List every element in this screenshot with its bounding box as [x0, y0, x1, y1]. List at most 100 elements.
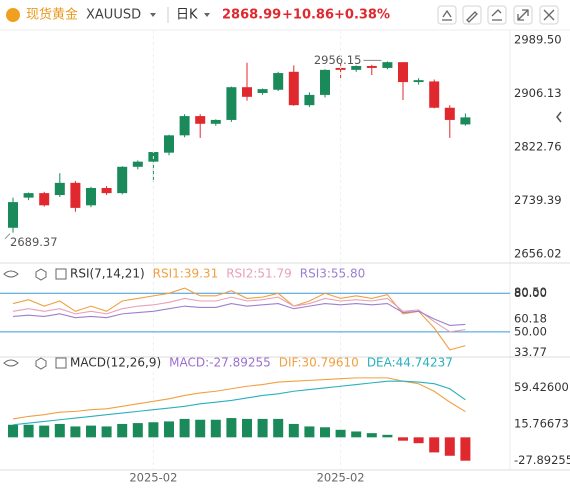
macd-bar: [86, 425, 96, 438]
macd-bar: [132, 423, 143, 438]
candle-body: [226, 87, 237, 120]
candle-body: [117, 166, 128, 194]
price-change: +10.86: [282, 8, 334, 23]
eye-icon: [3, 270, 19, 278]
low-label: 2689.37: [10, 235, 58, 249]
tool-button[interactable]: [462, 5, 482, 25]
y-tick-label: 2989.50: [514, 33, 562, 47]
y-tick-label: 2822.76: [514, 140, 562, 154]
candle-body: [164, 135, 174, 153]
y-tick-label: 59.42600: [514, 380, 569, 394]
tool-icon: [466, 11, 478, 23]
macd-bar: [8, 424, 18, 438]
y-tick-label: 60.18: [514, 311, 547, 325]
macd-bar: [54, 423, 65, 438]
macd-bar: [210, 419, 221, 438]
indicator-line: [12, 296, 466, 333]
tool-icon: [491, 9, 502, 21]
legend-entry: RSI2:51.79: [226, 267, 292, 281]
macd-bar: [444, 437, 455, 456]
legend-entry: RSI3:55.80: [300, 267, 366, 281]
macd-bar: [164, 421, 174, 438]
candle-body: [23, 193, 34, 198]
candle-body: [39, 193, 50, 206]
toggle-icon: [55, 357, 67, 369]
candle-body: [54, 182, 65, 196]
macd-bar: [460, 437, 471, 461]
price-change-pct: +0.38%: [334, 8, 390, 23]
x-tick-label: 2025-02: [317, 471, 365, 485]
macd-bar: [226, 418, 237, 438]
macd-bar: [273, 418, 284, 438]
symbol[interactable]: XAUUSD: [86, 8, 141, 23]
collapse-arrow[interactable]: [556, 111, 562, 123]
macd-bar: [257, 418, 268, 438]
tool-button[interactable]: [539, 5, 559, 25]
candle-body: [366, 66, 377, 68]
candle-body: [444, 107, 455, 120]
settings-icon: [35, 357, 47, 370]
y-tick-label: 15.76673: [514, 417, 569, 431]
candle-body: [242, 87, 252, 97]
y-tick-label: 33.77: [514, 345, 547, 359]
y-tick-label: -27.89255: [514, 453, 570, 467]
indicator-line: [12, 303, 466, 326]
candle-body: [86, 187, 96, 206]
macd-bar: [382, 434, 393, 438]
macd-bar: [179, 418, 190, 438]
candle-body: [273, 73, 284, 90]
candle-body: [304, 94, 315, 106]
legend-entry: DIF:30.79610: [279, 356, 359, 370]
y-tick-label: 80.50: [514, 285, 547, 299]
tool-icon: [517, 9, 529, 21]
instrument-name: 现货黄金: [26, 7, 78, 23]
candle-body: [382, 62, 393, 68]
low-pointer: [4, 233, 11, 240]
macd-bar: [39, 425, 50, 438]
candle-body: [288, 71, 299, 106]
macd-bar: [398, 437, 408, 441]
last-price: 2868.99: [222, 8, 281, 23]
macd-bar: [148, 422, 159, 438]
macd-bar: [304, 426, 315, 438]
symbol-dropdown[interactable]: [150, 13, 156, 17]
x-tick-label: 2025-02: [129, 471, 177, 485]
macd-bar: [335, 429, 346, 438]
y-tick-label: 2656.02: [514, 247, 562, 261]
candle-body: [257, 89, 268, 93]
candle-body: [132, 161, 143, 167]
legend-entry: DEA:44.74237: [367, 356, 453, 370]
candle-body: [398, 62, 408, 83]
indicator-title: MACD(12,26,9): [70, 356, 161, 370]
candle-body: [429, 81, 440, 108]
period-dropdown[interactable]: [204, 13, 210, 17]
macd-bar: [320, 427, 330, 438]
candle-body: [8, 202, 18, 228]
candle-body: [320, 69, 330, 95]
logo: [6, 8, 20, 22]
macd-bar: [101, 426, 112, 438]
tool-button[interactable]: [513, 5, 533, 25]
macd-bar: [23, 424, 34, 438]
candle-body: [210, 119, 221, 124]
legend-entry: RSI1:39.31: [153, 267, 219, 281]
macd-bar: [117, 423, 128, 438]
macd-bar: [366, 433, 377, 438]
candle-body: [413, 80, 424, 83]
y-tick-label: 2739.39: [514, 193, 562, 207]
candle-body: [195, 116, 206, 124]
indicator-line: [12, 380, 466, 426]
tool-button[interactable]: [487, 5, 507, 25]
macd-bar: [288, 423, 299, 438]
tool-button[interactable]: [437, 5, 457, 25]
candle-body: [70, 182, 81, 208]
period[interactable]: 日K: [176, 8, 198, 23]
macd-bar: [195, 419, 206, 438]
legend-entry: MACD:-27.89255: [169, 356, 271, 370]
toggle-icon: [55, 268, 67, 280]
tool-icon: [543, 9, 555, 21]
indicator-line: [12, 377, 466, 420]
indicator-title: RSI(7,14,21): [70, 267, 145, 281]
